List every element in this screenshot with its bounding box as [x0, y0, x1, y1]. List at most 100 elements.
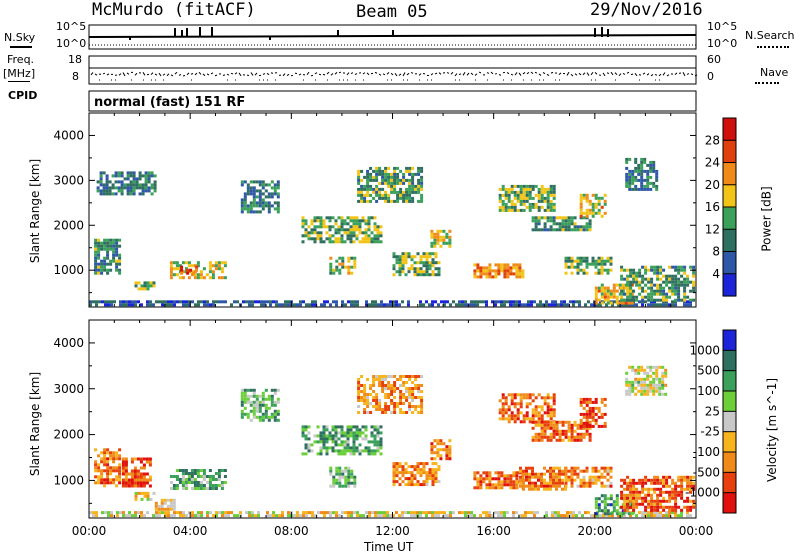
- nave-dot: [530, 71, 534, 75]
- nave-dot: [522, 72, 526, 75]
- nave-dot: [298, 73, 302, 76]
- nave-dot: [446, 72, 450, 74]
- data-patch: [329, 466, 357, 488]
- nave-dot: [210, 72, 214, 75]
- colorbar-tick-label: 28: [705, 133, 720, 147]
- colorbar-tick-label: -100: [693, 445, 720, 459]
- nave-dot: [402, 72, 406, 77]
- data-patch: [620, 475, 696, 512]
- nave-dot: [350, 72, 354, 75]
- x-tick-label: 20:00: [578, 524, 613, 538]
- nave-dot: [254, 72, 258, 76]
- nave-dot: [334, 71, 338, 75]
- nave-dot: [642, 72, 646, 75]
- nave-dot: [126, 72, 130, 75]
- data-patch: [473, 471, 525, 490]
- colorbar-cell: [723, 251, 736, 275]
- nave-legend-line: [755, 82, 779, 84]
- nave-dot: [158, 72, 162, 77]
- nave-dot: [362, 72, 366, 75]
- data-patch: [94, 238, 122, 275]
- colorbar-cell: [723, 492, 736, 514]
- nave-dot: [542, 72, 546, 75]
- data-patch: [121, 457, 152, 488]
- data-patch: [564, 256, 613, 275]
- nave-dot: [478, 71, 482, 74]
- nave-dot: [162, 73, 166, 76]
- nave-dot: [170, 74, 174, 77]
- nave-dot: [102, 72, 106, 75]
- colorbar-frame: [722, 329, 737, 514]
- y-tick-label: 4000: [53, 128, 84, 142]
- data-patch: [169, 261, 227, 280]
- nave-dot: [366, 72, 370, 76]
- nave-dot: [226, 73, 230, 76]
- nave-dot: [490, 71, 494, 75]
- nave-dot: [462, 72, 466, 76]
- data-patch: [94, 448, 122, 488]
- nave-dot: [410, 72, 414, 74]
- nave-dot: [174, 71, 178, 75]
- freq-tick-lo: 8: [72, 70, 79, 83]
- colorbar-tick-label: 24: [705, 156, 720, 170]
- x-tick-label: 12:00: [375, 524, 410, 538]
- nsearch-label: N.Search: [745, 29, 795, 42]
- data-patch: [564, 466, 613, 488]
- date-title: 29/Nov/2016: [590, 0, 703, 20]
- nave-dot: [610, 71, 614, 76]
- colorbar-cell: [723, 472, 736, 494]
- nave-dot: [674, 72, 678, 76]
- nsearch-tick-hi: 10^5: [707, 20, 738, 33]
- y-tick-label: 1000: [53, 473, 84, 487]
- y-tick-label: 2000: [53, 218, 84, 232]
- nave-dot: [498, 74, 502, 76]
- nave-dot: [390, 72, 394, 76]
- nave-tick-lo: 0: [707, 70, 714, 83]
- nave-dot: [434, 72, 438, 75]
- nave-dot: [106, 73, 110, 76]
- data-patch: [89, 511, 692, 518]
- nave-dot: [234, 72, 238, 75]
- nave-dot: [222, 74, 226, 76]
- colorbar-cell: [723, 273, 736, 297]
- nave-dot: [198, 71, 202, 75]
- cpid-value: normal (fast) 151 RF: [94, 95, 246, 110]
- colorbar-cell: [723, 162, 736, 186]
- y-tick-label: 1000: [53, 263, 84, 277]
- nave-dot: [650, 74, 654, 77]
- nave-dot: [622, 73, 626, 75]
- data-patch: [240, 388, 280, 422]
- nave-dot: [578, 72, 582, 76]
- nave-dot: [230, 72, 234, 75]
- nave-dot: [202, 73, 206, 77]
- data-patch: [301, 425, 383, 456]
- data-patch: [329, 256, 357, 275]
- nave-dot: [538, 73, 542, 76]
- nave-dot: [630, 73, 634, 76]
- colorbar-cell: [723, 229, 736, 253]
- nave-dot: [214, 74, 218, 77]
- nave-dot: [514, 72, 518, 76]
- nave-dot: [590, 72, 594, 76]
- nave-dot: [318, 73, 322, 76]
- nave-dot: [666, 74, 670, 77]
- nave-dot: [690, 73, 694, 76]
- freq-tick-hi: 18: [68, 53, 82, 66]
- nave-dot: [190, 73, 194, 75]
- nave-dot: [470, 72, 474, 76]
- nave-dot: [154, 73, 158, 76]
- nave-dot: [466, 72, 470, 76]
- nave-dot: [430, 73, 434, 76]
- colorbar-tick-label: 16: [705, 200, 720, 214]
- nave-dot: [574, 73, 578, 76]
- colorbar-tick-label: -1000: [685, 486, 720, 500]
- data-patch: [180, 265, 199, 275]
- nave-dot: [94, 73, 98, 76]
- nave-tick-hi: 60: [707, 53, 721, 66]
- nave-dot: [166, 73, 170, 77]
- colorbar-cell: [723, 207, 736, 230]
- nave-dot: [282, 73, 286, 77]
- cpid-label: CPID: [8, 89, 38, 102]
- nave-dot: [338, 71, 342, 74]
